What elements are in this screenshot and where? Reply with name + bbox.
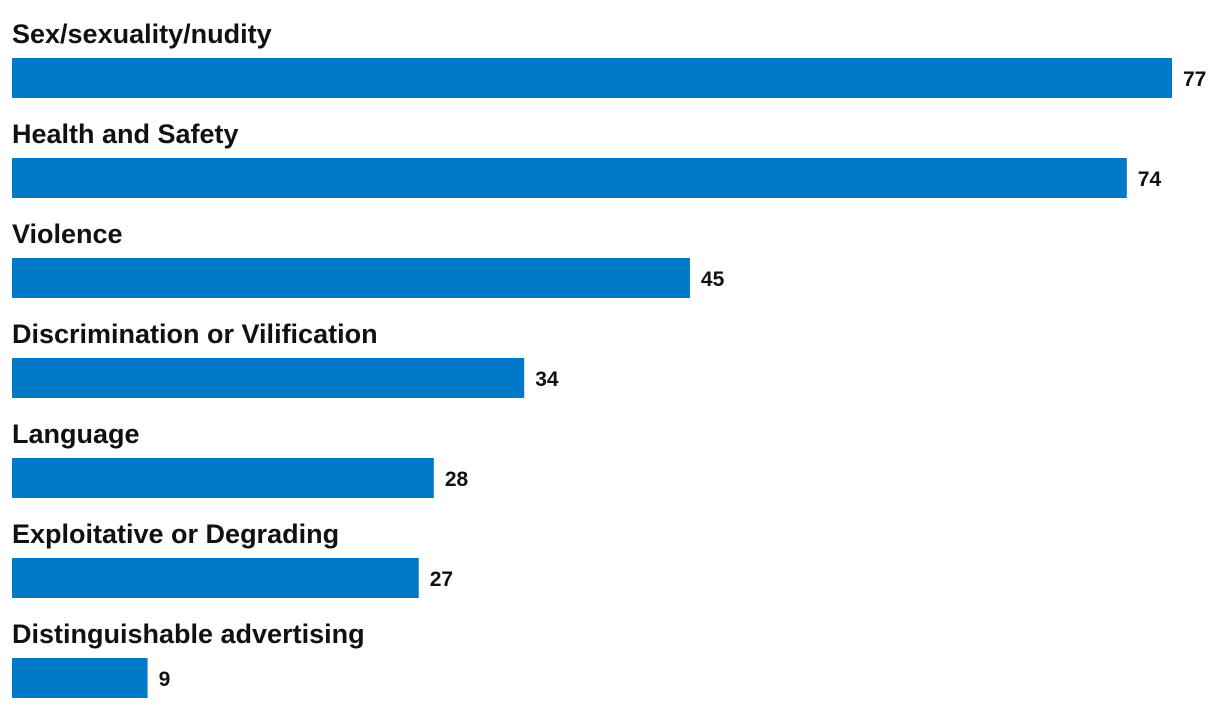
value-label-health-and-safety: 74 (1138, 168, 1162, 191)
category-label-distinguishable-advertising: Distinguishable advertising (12, 619, 365, 649)
bar-language (12, 458, 434, 498)
bar-group-distinguishable-advertising: Distinguishable advertising 9 (12, 619, 365, 698)
bar-group-sex-sexuality-nudity: Sex/sexuality/nudity 77 (12, 19, 1206, 98)
bar-group-language: Language 28 (12, 419, 468, 498)
value-label-discrimination-or-vilification: 34 (535, 368, 559, 391)
category-label-sex-sexuality-nudity: Sex/sexuality/nudity (12, 19, 272, 49)
category-label-violence: Violence (12, 219, 123, 249)
value-label-exploitative-or-degrading: 27 (430, 568, 453, 591)
value-label-distinguishable-advertising: 9 (159, 668, 171, 691)
bar-group-exploitative-or-degrading: Exploitative or Degrading 27 (12, 519, 453, 598)
bar-discrimination-or-vilification (12, 358, 525, 398)
value-label-violence: 45 (701, 268, 725, 291)
bar-exploitative-or-degrading (12, 558, 419, 598)
bar-group-health-and-safety: Health and Safety 74 (12, 119, 1161, 198)
category-label-language: Language (12, 419, 140, 449)
bar-violence (12, 258, 690, 298)
bar-health-and-safety (12, 158, 1127, 198)
category-label-exploitative-or-degrading: Exploitative or Degrading (12, 519, 339, 549)
value-label-sex-sexuality-nudity: 77 (1183, 68, 1206, 91)
value-label-language: 28 (445, 468, 469, 491)
bar-distinguishable-advertising (12, 658, 148, 698)
category-label-health-and-safety: Health and Safety (12, 119, 239, 149)
bar-group-discrimination-or-vilification: Discrimination or Vilification 34 (12, 319, 559, 398)
bar-sex-sexuality-nudity (12, 58, 1172, 98)
category-label-discrimination-or-vilification: Discrimination or Vilification (12, 319, 378, 349)
bar-group-violence: Violence 45 (12, 219, 725, 298)
